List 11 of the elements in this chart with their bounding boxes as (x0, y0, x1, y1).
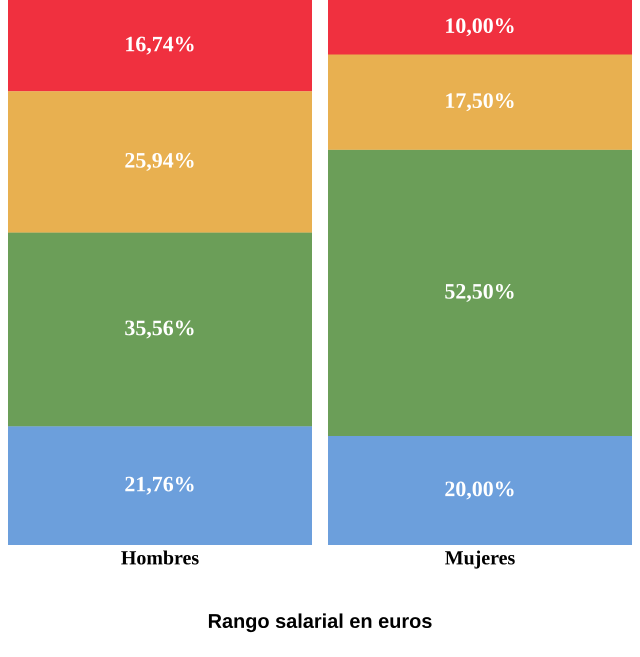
x-tick-label: Hombres (121, 550, 199, 565)
data-label: 35,56% (125, 320, 194, 338)
data-label: 17,50% (446, 93, 514, 112)
data-label: 52,50% (445, 284, 514, 302)
x-tick-label: Mujeres (445, 550, 515, 569)
data-label: 20,00% (445, 482, 514, 500)
data-label: 10,00% (446, 18, 514, 36)
x-axis-title: Rango salarial en euros (208, 613, 432, 632)
data-label: 25,94% (125, 152, 194, 171)
data-label: 21,76% (125, 476, 194, 495)
data-label: 16,74% (126, 36, 194, 55)
